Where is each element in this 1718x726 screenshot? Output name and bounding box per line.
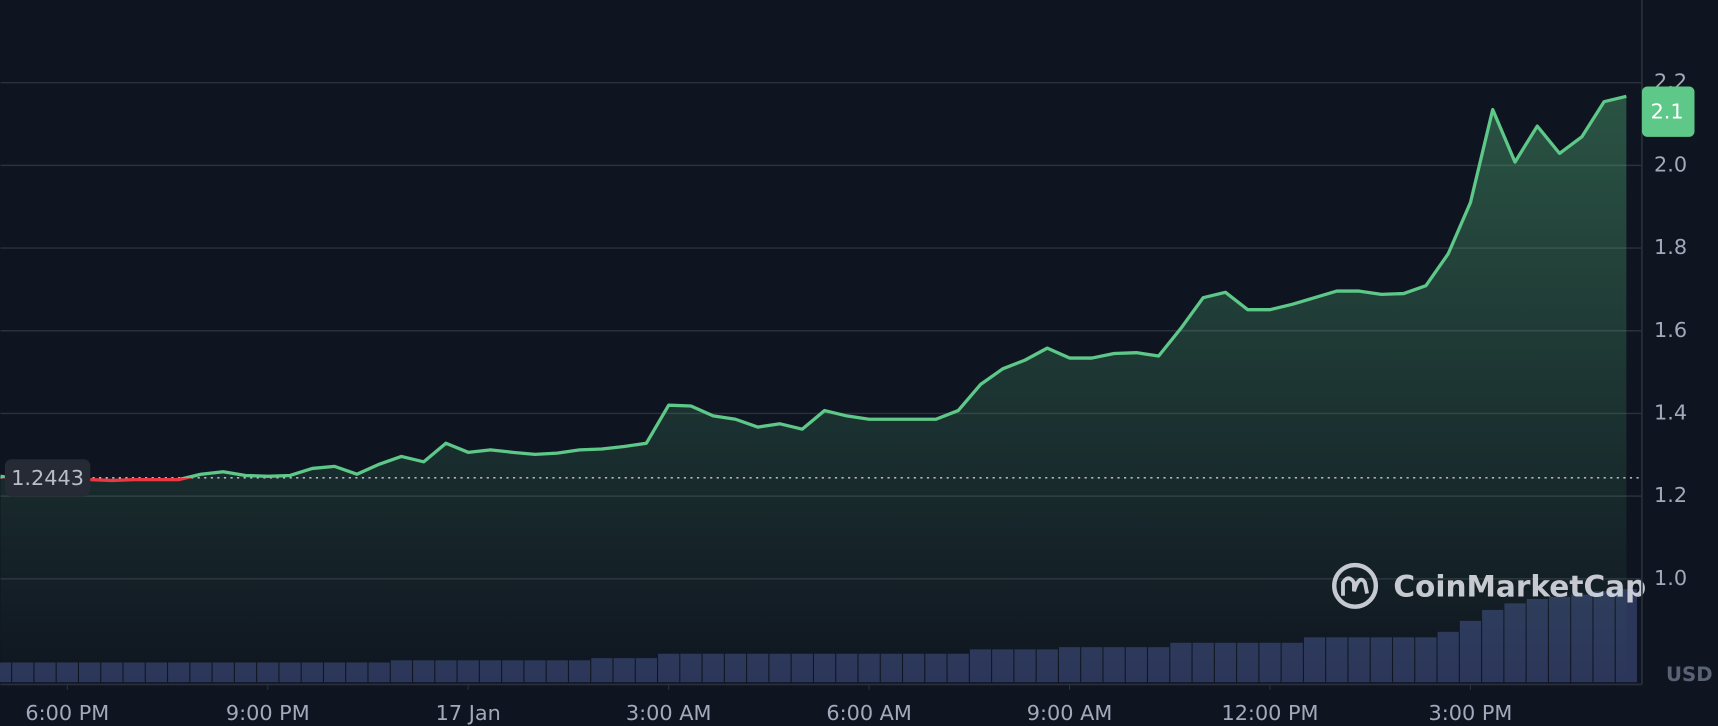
watermark-logo — [1332, 562, 1379, 609]
x-tick-label: 17 Jan — [436, 701, 501, 725]
y-tick-label: 1.2 — [1654, 483, 1687, 507]
x-tick-label: 6:00 PM — [25, 701, 109, 725]
price-line — [0, 94, 1627, 483]
y-tick-label: 2.0 — [1654, 152, 1687, 176]
y-tick-label: 1.4 — [1654, 400, 1687, 424]
watermark-text: CoinMarketCap — [1393, 570, 1646, 604]
area — [0, 96, 1627, 683]
x-tick-label: 6:00 AM — [826, 701, 911, 725]
watermark: CoinMarketCap — [1332, 562, 1646, 609]
x-tick-label: 9:00 PM — [226, 701, 310, 725]
plot: 1.2443 — [0, 94, 1642, 683]
last-price-tag — [1641, 86, 1695, 137]
x-tick-label: 9:00 AM — [1027, 701, 1112, 725]
x-tick-label: 3:00 PM — [1429, 701, 1513, 725]
last-price-label: 2.1 — [1651, 100, 1684, 124]
x-tick-label: 3:00 AM — [626, 701, 711, 725]
y-tick-label: 1.6 — [1654, 318, 1687, 342]
currency-label: USD — [1666, 663, 1713, 686]
y-tick-label: 1.0 — [1654, 566, 1687, 590]
y-tick-label: 1.8 — [1654, 235, 1687, 259]
baseline-label: 1.2443 — [11, 466, 84, 490]
watermark-logo — [1341, 576, 1369, 596]
x-tick-label: 12:00 PM — [1221, 701, 1318, 725]
baseline-tag — [4, 459, 91, 497]
